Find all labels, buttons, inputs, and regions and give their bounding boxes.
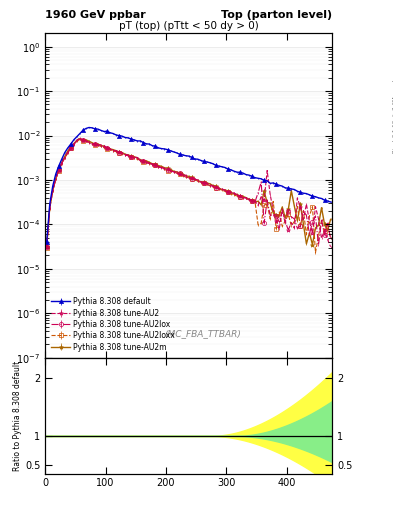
Text: (MC_FBA_TTBAR): (MC_FBA_TTBAR): [165, 329, 241, 338]
Legend: Pythia 8.308 default, Pythia 8.308 tune-AU2, Pythia 8.308 tune-AU2lox, Pythia 8.: Pythia 8.308 default, Pythia 8.308 tune-…: [49, 295, 178, 354]
Y-axis label: Ratio to Pythia 8.308 default: Ratio to Pythia 8.308 default: [13, 360, 22, 471]
Text: Top (parton level): Top (parton level): [221, 10, 332, 20]
Text: 1960 GeV ppbar: 1960 GeV ppbar: [45, 10, 146, 20]
Title: pT (top) (pTtt < 50 dy > 0): pT (top) (pTtt < 50 dy > 0): [119, 21, 259, 31]
